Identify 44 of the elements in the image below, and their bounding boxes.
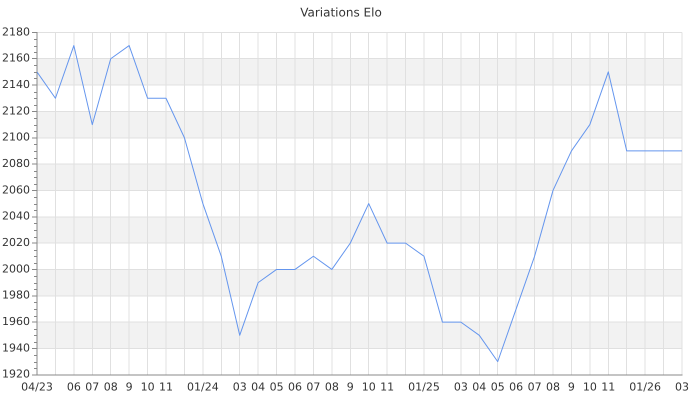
x-tick-label: 11 — [601, 380, 616, 394]
x-tick-label: 10 — [362, 380, 376, 394]
x-tick-label: 07 — [306, 380, 320, 394]
y-tick-label: 1940 — [2, 341, 30, 354]
y-tick-label: 2020 — [2, 236, 30, 249]
y-tick-label: 2040 — [2, 210, 30, 223]
x-tick-label: 9 — [346, 380, 354, 394]
x-tick-label: 04 — [251, 380, 266, 394]
x-tick-label: 07 — [85, 380, 100, 394]
y-tick-label: 2160 — [2, 52, 30, 65]
x-tick-label: 03 — [675, 380, 689, 394]
x-tick-label: 01/26 — [629, 380, 661, 394]
x-tick-label: 03 — [454, 380, 468, 394]
x-tick-label: 01/25 — [408, 380, 440, 394]
x-tick-label: 03 — [232, 380, 247, 394]
y-tick-label: 2000 — [2, 262, 30, 276]
y-tick-label: 1920 — [2, 368, 30, 381]
x-tick-label: 08 — [546, 380, 560, 394]
x-tick-label: 07 — [528, 380, 542, 394]
x-tick-label: 08 — [104, 380, 118, 394]
y-tick-label: 2060 — [2, 183, 30, 196]
x-tick-label: 01/24 — [187, 380, 219, 394]
y-tick-label: 2100 — [2, 130, 30, 144]
x-tick-label: 08 — [324, 380, 339, 394]
y-tick-label: 2140 — [2, 78, 30, 91]
x-tick-label: 04/23 — [21, 380, 53, 394]
x-tick-label: 10 — [582, 380, 597, 394]
x-tick-label: 11 — [158, 380, 173, 394]
x-tick-label: 04 — [472, 380, 486, 394]
x-tick-label: 10 — [140, 380, 155, 394]
x-tick-label: 06 — [66, 380, 81, 394]
y-tick-label: 2080 — [2, 156, 30, 170]
x-tick-label: 05 — [490, 380, 505, 394]
y-tick-label: 1960 — [2, 314, 30, 328]
x-tick-label: 06 — [509, 380, 524, 394]
x-tick-label: 9 — [568, 380, 575, 394]
x-tick-label: 05 — [270, 380, 284, 394]
y-tick-label: 2180 — [2, 25, 30, 38]
x-tick-label: 06 — [288, 380, 302, 394]
x-tick-label: 11 — [380, 380, 394, 394]
chart-title: Variations Elo — [300, 5, 382, 20]
y-tick-label: 1980 — [2, 288, 30, 302]
y-tick-label: 2120 — [2, 104, 30, 118]
x-tick-label: 9 — [126, 380, 133, 394]
